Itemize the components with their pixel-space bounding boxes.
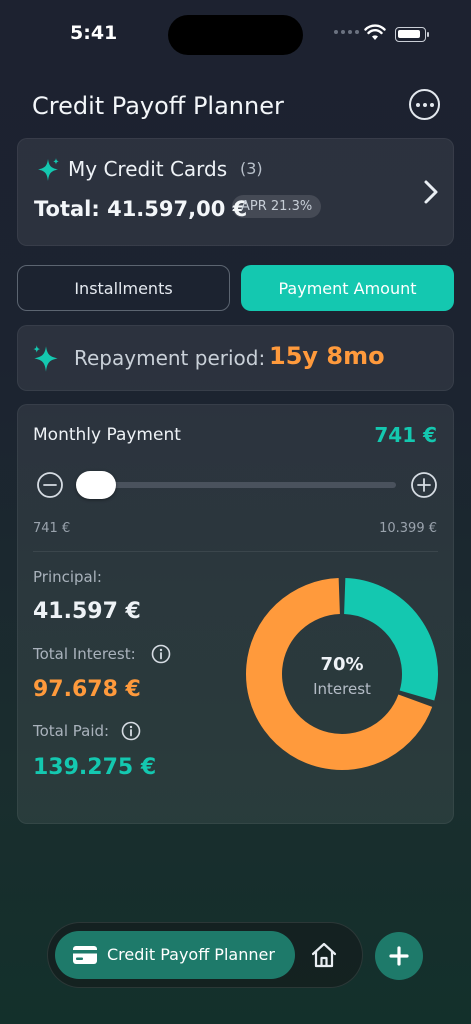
dynamic-island (168, 15, 303, 55)
info-icon[interactable] (151, 644, 171, 664)
donut-principal-segment (343, 578, 438, 701)
status-bar: 5:41 (0, 0, 471, 70)
add-button[interactable] (375, 932, 423, 980)
home-icon[interactable] (310, 942, 338, 968)
credit-cards-title: My Credit Cards (68, 157, 228, 181)
info-icon[interactable] (121, 721, 141, 741)
total-paid-value: 139.275 € (33, 755, 157, 780)
donut-interest-segment (246, 578, 433, 770)
tab-credit-payoff-planner[interactable]: Credit Payoff Planner (55, 931, 295, 979)
payment-summary-card: Monthly Payment 741 € 741 € 10.399 € Pri… (17, 404, 454, 824)
credit-cards-count: (3) (240, 159, 263, 178)
dot-icon (415, 102, 420, 107)
credit-card-icon (73, 946, 97, 964)
chevron-right-icon (424, 180, 438, 204)
increase-payment-button[interactable] (410, 471, 438, 499)
more-options-button[interactable] (409, 89, 440, 120)
divider (33, 551, 438, 552)
sparkle-icon (38, 158, 59, 181)
dot-icon (429, 102, 434, 107)
interest-donut-chart (246, 578, 438, 770)
total-paid-label: Total Paid: (33, 722, 110, 740)
apr-badge: APR 21.3% (232, 195, 322, 218)
repayment-period-value: 15y 8mo (269, 342, 385, 370)
payment-slider-track[interactable] (78, 482, 396, 488)
sparkle-icon (33, 345, 58, 372)
credit-cards-total: Total: 41.597,00 € (34, 197, 248, 221)
slider-min-label: 741 € (33, 521, 71, 536)
tab-credit-payoff-planner-label: Credit Payoff Planner (107, 945, 275, 964)
decrease-payment-button[interactable] (36, 471, 64, 499)
principal-value: 41.597 € (33, 599, 141, 624)
plus-icon (389, 946, 409, 966)
page-title: Credit Payoff Planner (32, 92, 284, 120)
monthly-payment-value: 741 € (374, 423, 437, 447)
total-interest-value: 97.678 € (33, 677, 141, 702)
cellular-signal-icon (334, 30, 359, 34)
wifi-icon (364, 24, 386, 40)
repayment-period-label: Repayment period: (74, 346, 266, 370)
tab-payment-amount[interactable]: Payment Amount (241, 265, 454, 311)
slider-max-label: 10.399 € (379, 521, 437, 536)
monthly-payment-label: Monthly Payment (33, 425, 181, 445)
donut-percent: 70% (320, 654, 364, 675)
credit-cards-card[interactable]: My Credit Cards (3) Total: 41.597,00 € A… (17, 138, 454, 246)
bottom-tab-bar: Credit Payoff Planner (47, 922, 363, 988)
dot-icon (422, 102, 427, 107)
status-time: 5:41 (70, 22, 118, 44)
donut-caption: Interest (313, 680, 371, 698)
principal-label: Principal: (33, 568, 102, 586)
tab-installments[interactable]: Installments (17, 265, 230, 311)
payment-slider-thumb[interactable] (76, 471, 116, 499)
battery-icon (395, 27, 429, 42)
total-interest-label: Total Interest: (33, 645, 136, 663)
repayment-period-card: Repayment period: 15y 8mo (17, 325, 454, 391)
